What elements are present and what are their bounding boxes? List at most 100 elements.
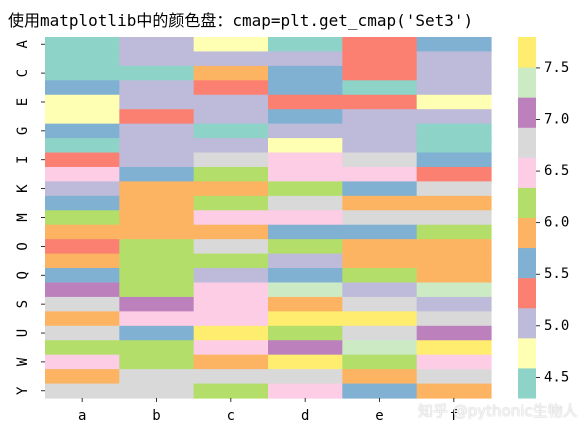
heatmap-cell bbox=[45, 383, 120, 399]
heatmap-cell bbox=[119, 94, 195, 110]
heatmap-cell bbox=[45, 311, 120, 327]
heatmap-cell bbox=[45, 369, 120, 385]
heatmap-cell bbox=[342, 340, 418, 356]
heatmap-cell bbox=[45, 268, 120, 284]
heatmap-cell bbox=[193, 268, 269, 284]
heatmap-cell bbox=[45, 94, 120, 110]
heatmap-cell bbox=[45, 51, 120, 67]
heatmap-cell bbox=[268, 325, 343, 341]
colorbar-segment bbox=[518, 67, 536, 98]
heatmap-cell bbox=[119, 369, 195, 385]
heatmap-cell bbox=[268, 340, 343, 356]
heatmap-cell bbox=[193, 239, 269, 255]
heatmap-cell bbox=[119, 239, 195, 255]
heatmap-cell bbox=[193, 282, 269, 298]
heatmap-cell bbox=[45, 65, 120, 81]
heatmap-cell bbox=[416, 94, 492, 110]
colorbar-tick-label: 7.5 bbox=[544, 60, 569, 76]
watermark: 知乎 @pythonic生物人 bbox=[418, 402, 578, 420]
heatmap-cell bbox=[416, 210, 492, 226]
heatmap-cell bbox=[268, 195, 343, 211]
heatmap-cell bbox=[416, 123, 492, 139]
heatmap-cell bbox=[416, 166, 492, 182]
heatmap-cell bbox=[268, 239, 343, 255]
heatmap-cell bbox=[268, 109, 343, 125]
heatmap-cell bbox=[268, 282, 343, 298]
heatmap-cell bbox=[416, 37, 492, 53]
heatmap-cell bbox=[193, 210, 269, 226]
heatmap-cell bbox=[268, 311, 343, 327]
y-tick-label: K bbox=[15, 184, 31, 193]
heatmap-cell bbox=[342, 37, 418, 53]
heatmap-cell bbox=[268, 80, 343, 96]
heatmap-cell bbox=[119, 383, 195, 399]
heatmap-cell bbox=[193, 224, 269, 240]
colorbar-segment bbox=[518, 277, 536, 309]
heatmap-cell bbox=[119, 210, 195, 226]
y-tick-label: C bbox=[15, 69, 31, 77]
heatmap-cell bbox=[193, 253, 269, 269]
heatmap-cell bbox=[119, 109, 195, 125]
heatmap-cell bbox=[268, 369, 343, 385]
heatmap-cell bbox=[342, 354, 418, 370]
colorbar-tick-label: 5.5 bbox=[544, 266, 569, 282]
heatmap-cell bbox=[193, 123, 269, 139]
heatmap-cell bbox=[268, 65, 343, 81]
heatmap-cell bbox=[416, 311, 492, 327]
heatmap-cell bbox=[342, 138, 418, 154]
heatmap-cell bbox=[342, 51, 418, 67]
heatmap-cell bbox=[342, 325, 418, 341]
heatmap-cell bbox=[119, 123, 195, 139]
heatmap-cell bbox=[193, 94, 269, 110]
heatmap-cell bbox=[193, 37, 269, 53]
heatmap-cell bbox=[268, 138, 343, 154]
heatmap-cell bbox=[342, 268, 418, 284]
heatmap-cell bbox=[268, 51, 343, 67]
heatmap-cell bbox=[119, 80, 195, 96]
y-tick-label: G bbox=[15, 127, 31, 135]
heatmap-cell bbox=[342, 253, 418, 269]
colorbar-segment bbox=[518, 367, 536, 399]
y-tick-label: O bbox=[15, 242, 31, 250]
heatmap-cell bbox=[193, 138, 269, 154]
x-tick-label: f bbox=[450, 408, 458, 424]
heatmap-cell bbox=[416, 195, 492, 211]
heatmap-cell bbox=[416, 383, 492, 399]
heatmap-cell bbox=[193, 311, 269, 327]
heatmap-cell bbox=[119, 195, 195, 211]
heatmap-cells bbox=[45, 37, 492, 399]
heatmap-cell bbox=[416, 268, 492, 284]
heatmap-cell bbox=[119, 181, 195, 197]
heatmap-cell bbox=[416, 354, 492, 370]
y-tick-label: A bbox=[15, 39, 31, 48]
colorbar-segment bbox=[518, 337, 536, 369]
heatmap-cell bbox=[416, 138, 492, 154]
heatmap-cell bbox=[45, 282, 120, 298]
heatmap-cell bbox=[268, 37, 343, 53]
heatmap-cell bbox=[193, 296, 269, 312]
heatmap-cell bbox=[45, 152, 120, 168]
heatmap-cell bbox=[45, 166, 120, 182]
y-tick-label: M bbox=[15, 213, 31, 221]
heatmap-cell bbox=[268, 181, 343, 197]
heatmap-cell bbox=[342, 109, 418, 125]
heatmap-cell bbox=[45, 210, 120, 226]
heatmap-cell bbox=[45, 253, 120, 269]
heatmap-cell bbox=[193, 65, 269, 81]
heatmap-cell bbox=[342, 181, 418, 197]
y-tick-label: W bbox=[15, 357, 31, 366]
heatmap-cell bbox=[416, 325, 492, 341]
heatmap-cell bbox=[416, 282, 492, 298]
heatmap-cell bbox=[342, 65, 418, 81]
colorbar-segment bbox=[518, 37, 536, 68]
colorbar: 4.5 5.0 5.5 6.0 6.5 7.0 7.5 bbox=[518, 37, 569, 399]
heatmap-cell bbox=[342, 152, 418, 168]
heatmap-cell bbox=[268, 123, 343, 139]
y-tick-label: Q bbox=[15, 271, 31, 279]
x-tick-label: d bbox=[301, 408, 309, 424]
heatmap-cell bbox=[193, 325, 269, 341]
heatmap-cell bbox=[342, 80, 418, 96]
heatmap-cell bbox=[342, 94, 418, 110]
heatmap-cell bbox=[342, 311, 418, 327]
